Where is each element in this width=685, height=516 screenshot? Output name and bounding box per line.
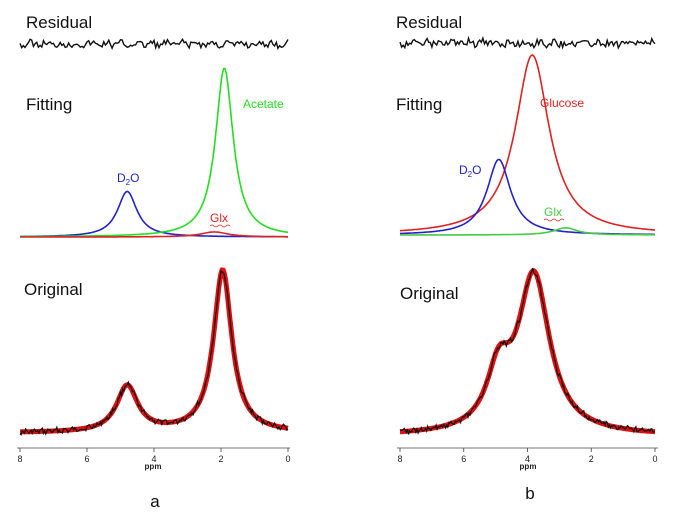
panel-b-tick-label-4: 4: [525, 454, 530, 464]
panel-a-tick-label-2: 2: [218, 454, 223, 464]
panel-b-fit-glucose-curve: [399, 54, 656, 232]
panel-b-x-label: ppm: [520, 462, 537, 471]
panel-a-fitting-curves: [19, 67, 289, 238]
panel-b-fit-d2o-curve: [400, 158, 655, 236]
panel-a-glx-squiggle: [209, 224, 231, 228]
panel-a-acetate-label: Acetate: [243, 97, 284, 111]
panel-a-original-curves: [19, 267, 289, 437]
panel-b: Residual Fitting Original Glucose D2O Gl…: [396, 13, 658, 503]
panel-b-glx-squiggle: [543, 218, 565, 222]
panel-a-fit-d2o-curve: [19, 190, 288, 238]
panel-a-x-ticks: 8 6 4 2 0: [17, 448, 291, 464]
panel-a-residual-label: Residual: [26, 13, 92, 32]
panel-b-fitting-label: Fitting: [396, 95, 442, 114]
panel-b-residual-line: [399, 35, 656, 50]
panel-a-x-label: ppm: [145, 462, 162, 471]
panel-a-glx-label: Glx: [210, 211, 228, 225]
panel-b-fit-glx-curve: [400, 226, 655, 236]
panel-a-fit-acetate-curve: [20, 67, 289, 238]
panel-a-tick-label-6: 6: [84, 454, 89, 464]
panel-b-residual-label: Residual: [396, 13, 462, 32]
panel-a: Residual Fitting Original D2O Acetate Gl…: [17, 13, 291, 511]
panel-b-d2o-label: D2O: [459, 163, 481, 179]
panel-b-tick-label-0: 0: [652, 454, 657, 464]
panel-b-x-ticks: 8 6 4 2 0: [397, 448, 658, 464]
panel-a-original-data-curve: [19, 269, 289, 437]
panel-b-tick-label-6: 6: [461, 454, 466, 464]
panel-a-original-label: Original: [24, 280, 83, 299]
panel-a-tick-label-4: 4: [151, 454, 156, 464]
panel-a-tick-label-0: 0: [285, 454, 290, 464]
panel-b-tick-label-2: 2: [589, 454, 594, 464]
panel-b-original-curves: [399, 267, 656, 435]
panel-a-fitting-label: Fitting: [26, 95, 72, 114]
panel-a-fit-glx-curve: [20, 231, 289, 238]
panel-b-tick-label-8: 8: [397, 454, 402, 464]
panel-b-fitting-curves: [399, 54, 656, 236]
panel-b-glucose-label: Glucose: [540, 96, 584, 110]
panel-b-original-label: Original: [400, 284, 459, 303]
panel-b-glx-label: Glx: [544, 205, 562, 219]
panel-a-tick-label-8: 8: [17, 454, 22, 464]
panel-b-original-data-curve: [399, 267, 656, 435]
panel-b-letter: b: [525, 484, 534, 503]
panel-a-d2o-label: D2O: [117, 171, 139, 187]
panel-a-residual-line: [19, 37, 289, 51]
panel-a-letter: a: [150, 492, 160, 511]
